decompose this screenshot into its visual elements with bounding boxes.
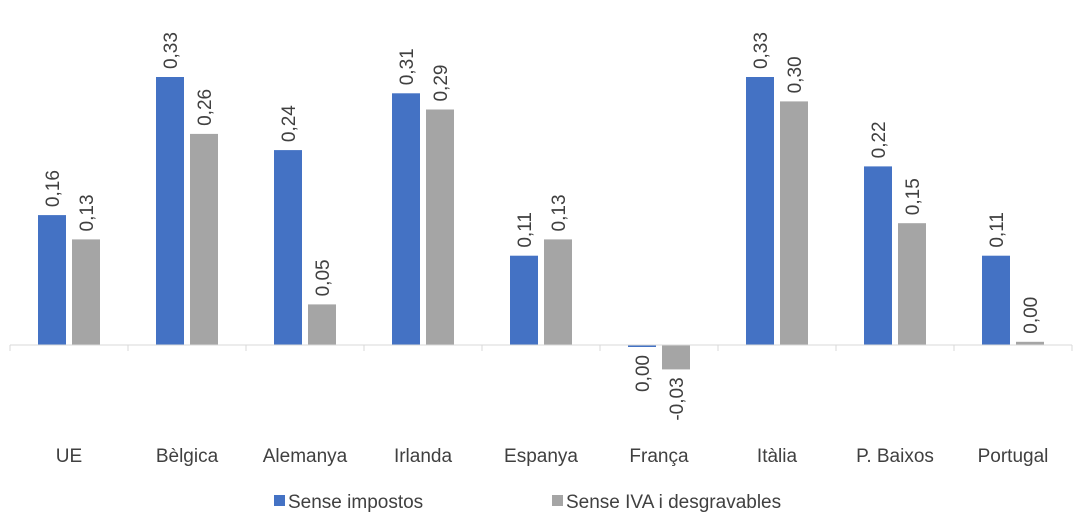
bar-sense-impostos-5 — [628, 345, 656, 347]
bar-sense-impostos-1 — [156, 77, 184, 345]
bar-sense-impostos-6 — [746, 77, 774, 345]
category-label: Itàlia — [757, 446, 798, 467]
bar-sense-impostos-8 — [982, 255, 1010, 345]
legend: Sense impostos Sense IVA i desgravables — [274, 492, 781, 513]
category-label: Espanya — [504, 446, 578, 467]
category-label: Portugal — [978, 446, 1049, 467]
category-label: Irlanda — [394, 446, 453, 467]
data-label: 0,29 — [431, 65, 452, 102]
data-label: 0,11 — [515, 212, 536, 248]
data-label: 0,13 — [549, 194, 570, 231]
bar-sense-iva-8 — [1016, 341, 1044, 345]
data-label: 0,22 — [869, 121, 890, 158]
data-label: 0,26 — [195, 89, 216, 126]
bar-sense-impostos-3 — [392, 93, 420, 345]
data-label: 0,05 — [313, 259, 334, 296]
data-label: 0,30 — [785, 56, 806, 93]
data-label: 0,33 — [751, 32, 772, 69]
data-label: 0,00 — [1021, 297, 1042, 334]
legend-swatch-sense-impostos — [274, 495, 285, 506]
category-label: UE — [56, 446, 82, 467]
bar-sense-iva-4 — [544, 239, 572, 345]
data-label: 0,24 — [279, 105, 300, 142]
category-label: Alemanya — [263, 446, 348, 467]
legend-swatch-sense-iva — [552, 495, 563, 506]
bar-sense-iva-3 — [426, 109, 454, 345]
bar-sense-impostos-0 — [38, 215, 66, 345]
bar-sense-iva-1 — [190, 133, 218, 345]
category-label: P. Baixos — [856, 446, 934, 467]
category-label: França — [629, 446, 689, 467]
bars-layer — [38, 77, 1044, 370]
data-labels-layer: 0,16 0,13 0,33 0,26 0,24 0,05 0,31 0,29 0,11 0,13… — [43, 32, 1042, 421]
data-label: 0,00 — [633, 355, 654, 392]
bar-sense-impostos-7 — [864, 166, 892, 345]
x-axis-ticks — [9, 345, 1073, 351]
bar-sense-iva-2 — [308, 304, 336, 345]
legend-label-sense-iva: Sense IVA i desgravables — [566, 492, 781, 513]
bar-sense-iva-6 — [780, 101, 808, 346]
bar-sense-iva-5 — [662, 345, 690, 370]
category-labels-layer: UE Bèlgica Alemanya Irlanda Espanya França Ità… — [56, 446, 1049, 467]
bar-sense-iva-0 — [72, 239, 100, 345]
data-label: 0,11 — [987, 212, 1008, 248]
bar-sense-iva-7 — [898, 223, 926, 345]
data-label: 0,31 — [397, 48, 418, 85]
data-label: 0,15 — [903, 178, 924, 215]
data-label: 0,33 — [161, 32, 182, 69]
bar-sense-impostos-2 — [274, 150, 302, 345]
bar-sense-impostos-4 — [510, 255, 538, 345]
data-label: -0,03 — [667, 377, 688, 420]
legend-label-sense-impostos: Sense impostos — [288, 492, 423, 513]
data-label: 0,16 — [43, 170, 64, 207]
category-label: Bèlgica — [156, 446, 219, 467]
data-label: 0,13 — [77, 194, 98, 231]
